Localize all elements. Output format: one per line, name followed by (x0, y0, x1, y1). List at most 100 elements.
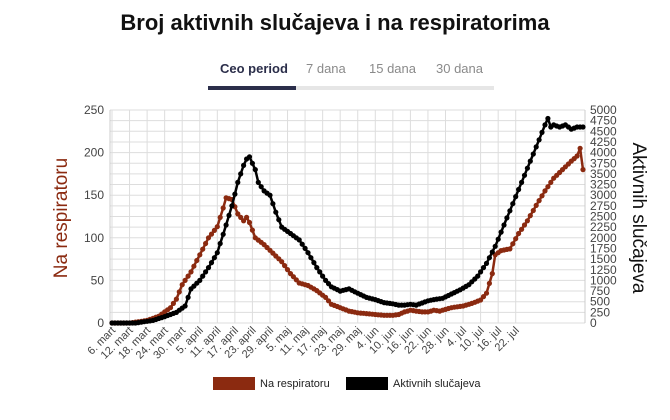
data-point-active (296, 237, 302, 243)
data-point-respirator (323, 294, 329, 300)
data-point-respirator (208, 231, 215, 237)
data-point-active (273, 209, 279, 215)
data-point-respirator (279, 259, 285, 265)
y-tick-right: 0 (590, 316, 597, 330)
data-point-active (483, 260, 490, 266)
data-point-active (504, 215, 510, 221)
data-point-active (208, 260, 215, 266)
data-point-respirator (533, 202, 539, 208)
y-tick-right: 250 (590, 305, 610, 319)
data-point-active (475, 273, 481, 279)
data-point-respirator (241, 218, 247, 224)
data-point-active (311, 260, 317, 266)
data-point-respirator (513, 236, 519, 242)
data-point-respirator (478, 297, 484, 303)
data-point-active (185, 294, 191, 300)
y-tick-right: 3250 (590, 178, 617, 192)
tab-7-dana[interactable]: 7 dana (306, 61, 346, 76)
data-point-active (241, 162, 247, 168)
data-point-active (267, 192, 273, 198)
data-point-respirator (188, 269, 194, 275)
data-point-active (276, 217, 282, 223)
data-point-active (524, 165, 531, 171)
y-tick-right: 1500 (590, 252, 617, 266)
y-tick-right: 2000 (590, 231, 617, 245)
data-point-active (542, 122, 548, 128)
data-point-active (220, 231, 226, 237)
data-point-active (302, 245, 308, 251)
data-point-respirator (205, 235, 212, 241)
data-point-active (492, 243, 498, 249)
y-tick-right: 4750 (590, 114, 617, 128)
data-point-active (232, 191, 238, 197)
y-tick-right: 5000 (590, 103, 617, 117)
legend-label-respirator: Na respiratoru (260, 377, 330, 390)
data-point-active (545, 115, 551, 122)
data-point-respirator (542, 188, 548, 194)
y-tick-right: 3750 (590, 156, 617, 170)
data-point-active (205, 265, 212, 271)
y-tick-right: 4250 (590, 135, 617, 149)
y-tick-right: 1250 (590, 263, 617, 277)
y-tick-right: 1750 (590, 241, 617, 255)
data-point-respirator (530, 207, 536, 214)
tab-15-dana[interactable]: 15 dana (369, 61, 416, 76)
legend-swatch-active (346, 377, 388, 390)
data-point-respirator (191, 263, 197, 269)
data-point-respirator (521, 222, 528, 228)
data-point-respirator (284, 267, 291, 273)
data-point-active (486, 255, 492, 261)
data-point-active (516, 186, 522, 193)
data-point-active (214, 250, 220, 256)
data-point-respirator (246, 219, 253, 226)
data-point-respirator (167, 305, 174, 311)
data-point-respirator (197, 252, 203, 258)
data-point-respirator (536, 198, 542, 204)
data-point-respirator (220, 205, 226, 211)
data-point-respirator (194, 257, 200, 264)
data-point-respirator (507, 246, 513, 252)
data-point-respirator (244, 214, 250, 220)
y-tick-left: 50 (91, 273, 105, 287)
data-point-active (217, 240, 223, 247)
data-point-respirator (527, 213, 533, 219)
data-point-active (513, 194, 519, 200)
data-point-respirator (200, 246, 206, 252)
data-point-active (536, 137, 542, 143)
data-point-active (495, 236, 501, 242)
y-tick-right: 3000 (590, 188, 617, 202)
data-point-active (235, 179, 241, 185)
tab-ceo-period[interactable]: Ceo period (220, 61, 288, 76)
y-tick-right: 500 (590, 295, 610, 309)
y-tick-right: 2500 (590, 210, 617, 224)
data-point-respirator (179, 282, 185, 288)
y-tick-right: 3500 (590, 167, 617, 181)
tab-30-dana[interactable]: 30 dana (436, 61, 483, 76)
data-point-respirator (480, 294, 487, 300)
legend-item-respirator[interactable]: Na respiratoru (213, 377, 330, 390)
data-point-active (580, 124, 586, 130)
legend-label-active: Aktivnih slučajeva (393, 377, 481, 390)
data-point-active (478, 269, 484, 275)
y-tick-right: 1000 (590, 273, 617, 287)
data-point-active (533, 144, 539, 150)
data-point-active (305, 250, 311, 256)
data-point-respirator (483, 290, 490, 296)
data-point-active (246, 154, 253, 160)
data-point-respirator (539, 193, 545, 199)
data-point-respirator (203, 240, 209, 247)
data-point-respirator (574, 153, 580, 159)
data-point-respirator (548, 179, 554, 185)
data-point-active (530, 151, 536, 157)
data-point-respirator (519, 226, 525, 232)
data-point-respirator (214, 224, 220, 230)
data-point-active (317, 269, 323, 275)
data-point-respirator (516, 230, 522, 237)
data-point-respirator (235, 211, 241, 217)
data-point-active (182, 303, 188, 309)
y-tick-right: 750 (590, 284, 610, 298)
data-point-active (539, 129, 545, 135)
data-point-active (489, 249, 495, 255)
data-point-respirator (510, 241, 516, 247)
legend-item-active[interactable]: Aktivnih slučajeva (346, 377, 480, 390)
